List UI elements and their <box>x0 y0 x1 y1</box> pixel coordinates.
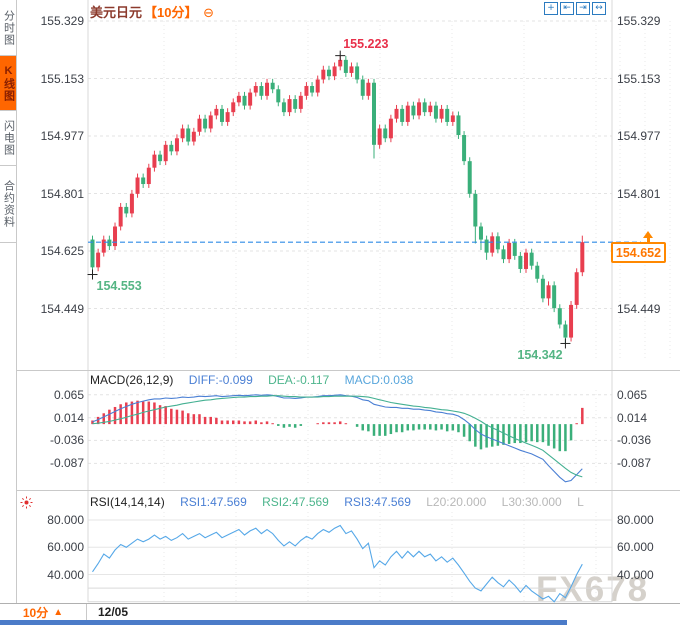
sidebar-tab-kline-chart[interactable]: K线图 <box>0 56 16 111</box>
scale-right-icon[interactable]: ⇥ <box>576 2 590 15</box>
rsi1-value: RSI1:47.569 <box>180 495 247 509</box>
period-label: 10分 <box>22 605 49 620</box>
chart-toolbar: + ⇤ ⇥ ↔ <box>544 2 606 15</box>
alarm-icon[interactable] <box>20 496 33 514</box>
crosshair-icon[interactable]: + <box>544 2 558 15</box>
last-price-badge: 154.652 <box>611 242 666 264</box>
sidebar-tab-label: K线图 <box>2 64 15 102</box>
axis-tick-label: 155.153 <box>40 71 84 86</box>
axis-tick-label: -0.087 <box>49 456 84 471</box>
last-price-arrow-icon <box>643 231 653 239</box>
low-price-annotation-start: 154.553 <box>96 278 142 293</box>
axis-tick-label: 0.065 <box>53 387 84 402</box>
left-axis-column: 155.329 155.153 154.977 154.801 154.625 154.4… <box>18 0 84 625</box>
rsi2-value: RSI2:47.569 <box>262 495 329 509</box>
axis-tick-label: 60.000 <box>47 540 84 555</box>
last-price-value: 154.652 <box>615 245 662 260</box>
axis-tick-label: 154.801 <box>617 186 661 201</box>
sidebar-tab-time-chart[interactable]: 分时图 <box>0 1 16 56</box>
axis-tick-label: 155.329 <box>617 14 661 28</box>
axis-tick-label: -0.087 <box>617 456 652 471</box>
axis-tick-label: -0.036 <box>49 433 84 448</box>
axis-tick-label: 0.014 <box>617 410 648 425</box>
sidebar-tab-label: 分时图 <box>2 10 15 46</box>
rsi-l20-value: L20:20.000 <box>426 495 487 509</box>
axis-tick-label: 155.153 <box>617 71 661 86</box>
axis-tick-label: 80.000 <box>617 513 654 527</box>
axis-tick-label: 154.625 <box>40 244 84 258</box>
sidebar-tab-lightning-chart[interactable]: 闪电图 <box>0 111 16 166</box>
axis-tick-label: 80.000 <box>47 513 84 527</box>
axis-tick-label: 40.000 <box>617 567 654 582</box>
axis-tick-label: 0.065 <box>617 387 648 402</box>
axis-tick-label: 154.977 <box>617 129 661 143</box>
scale-left-icon[interactable]: ⇤ <box>560 2 574 15</box>
high-price-annotation: 155.223 <box>343 36 389 51</box>
axis-tick-label: 154.449 <box>617 301 661 316</box>
macd-diff-value: DIFF:-0.099 <box>188 373 253 387</box>
period-tag: 【10分】 <box>144 5 198 20</box>
rsi-title: RSI(14,14,14) <box>90 495 165 509</box>
pan-icon[interactable]: ↔ <box>592 2 606 15</box>
period-selector[interactable]: 10分 ▲ <box>0 604 87 620</box>
settings-icon[interactable]: ⊖ <box>203 5 215 20</box>
right-axis-column: 155.329 155.153 154.977 154.801 154.449 0.065… <box>617 0 679 625</box>
macd-panel-header: MACD(26,12,9) DIFF:-0.099 DEA:-0.117 MAC… <box>90 373 425 387</box>
axis-tick-label: 154.801 <box>40 186 84 201</box>
fx678-watermark: FX678 <box>536 570 650 609</box>
date-label: 12/05 <box>98 605 129 619</box>
axis-tick-label: -0.036 <box>617 433 652 448</box>
macd-macd-value: MACD:0.038 <box>344 373 414 387</box>
axis-tick-label: 60.000 <box>617 540 654 555</box>
axis-tick-label: 0.014 <box>53 410 84 425</box>
chart-title: 美元日元 【10分】 ⊖ <box>90 2 214 21</box>
axis-tick-label: 154.977 <box>40 129 84 143</box>
sidebar-tab-label: 合约资料 <box>2 180 15 228</box>
rsi-panel-header: RSI(14,14,14) RSI1:47.569 RSI2:47.569 RS… <box>90 495 596 509</box>
last-price-arrow-stem <box>647 238 650 243</box>
macd-dea-value: DEA:-0.117 <box>268 373 330 387</box>
rsi-l30-value: L30:30.000 <box>501 495 562 509</box>
axis-tick-label: 154.449 <box>40 301 84 316</box>
low-price-annotation-end: 154.342 <box>517 348 563 363</box>
axis-tick-label: 40.000 <box>47 567 84 582</box>
period-arrow-icon: ▲ <box>53 606 64 618</box>
bottom-scrollbar[interactable] <box>0 620 567 625</box>
symbol-name: 美元日元 <box>90 5 143 20</box>
macd-title: MACD(26,12,9) <box>90 373 174 387</box>
axis-tick-label: 155.329 <box>40 14 84 28</box>
rsi3-value: RSI3:47.569 <box>344 495 411 509</box>
rsi-l-extra: L <box>577 495 584 509</box>
sidebar-tab-label: 闪电图 <box>2 120 15 156</box>
sidebar: 分时图 K线图 闪电图 合约资料 <box>0 0 17 603</box>
sidebar-tab-contract-info[interactable]: 合约资料 <box>0 166 16 243</box>
time-axis-row: 10分 ▲ 12/05 <box>0 603 680 620</box>
